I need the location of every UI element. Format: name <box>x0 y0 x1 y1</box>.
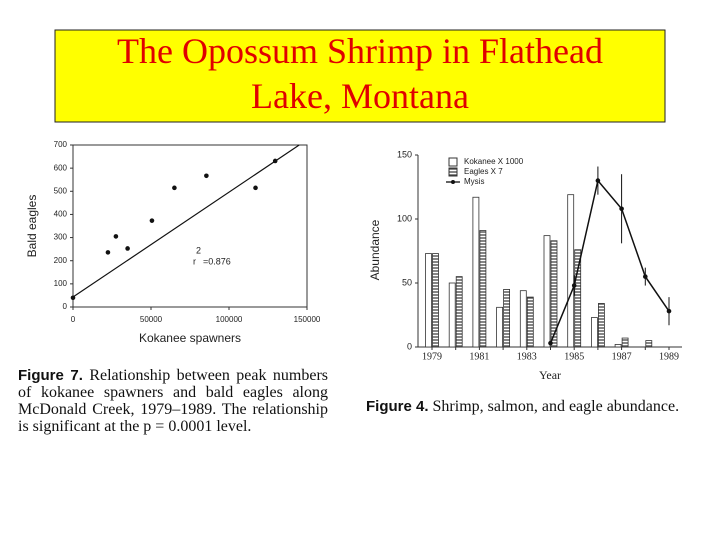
y-axis-title: Bald eagles <box>25 195 39 258</box>
y-tick-label: 100 <box>54 279 68 288</box>
y-axis-title: Abundance <box>368 219 382 280</box>
bar <box>543 235 551 348</box>
caption-label: Figure 7. <box>18 367 83 384</box>
annotation: =0.876 <box>203 256 231 266</box>
bar <box>425 253 432 348</box>
point <box>149 218 155 223</box>
bar <box>550 240 558 348</box>
trend-line <box>72 144 300 298</box>
caption: Figure 4. Shrimp, salmon, and eagle abun… <box>366 398 696 415</box>
x-tick-label: 1985 <box>564 351 584 362</box>
bar <box>503 288 511 348</box>
point <box>643 274 648 279</box>
x-tick-label: 1987 <box>612 351 632 362</box>
point <box>272 158 278 164</box>
y-tick-label: 50 <box>402 277 412 287</box>
x-tick-label: 100000 <box>216 315 243 324</box>
y-tick-label: 0 <box>407 341 412 351</box>
bar <box>645 340 653 348</box>
y-tick-label: 100 <box>397 213 412 223</box>
bar <box>472 196 480 348</box>
bar <box>598 303 605 348</box>
legend-label: Kokanee X 1000 <box>464 157 524 166</box>
x-tick-label: 150000 <box>294 315 321 324</box>
point <box>70 295 76 301</box>
title-box <box>54 29 666 123</box>
point <box>113 234 119 239</box>
bar <box>574 249 582 348</box>
y-tick-label: 0 <box>63 302 68 311</box>
y-tick-label: 200 <box>54 256 68 265</box>
bar <box>479 230 487 348</box>
y-tick-label: 700 <box>54 140 68 149</box>
y-tick-label: 500 <box>54 186 68 195</box>
bar <box>496 306 504 348</box>
point <box>619 206 624 212</box>
caption: Figure 7. Relationship between peak numb… <box>18 367 328 435</box>
plot-frame <box>72 144 308 308</box>
bar <box>614 344 622 348</box>
point <box>548 340 553 346</box>
annotation: 2 <box>196 245 201 255</box>
legend-label: Eagles X 7 <box>464 167 503 176</box>
point <box>125 246 130 251</box>
bar <box>567 194 575 348</box>
bar <box>448 282 456 348</box>
line <box>549 178 670 344</box>
point <box>253 185 258 191</box>
point <box>571 283 577 288</box>
legend-label: Mysis <box>464 177 484 186</box>
point <box>595 178 601 183</box>
x-axis-title: Kokanee spawners <box>139 331 241 345</box>
caption-text: Shrimp, salmon, and eagle abundance. <box>432 398 680 415</box>
x-tick-label: 0 <box>71 315 76 324</box>
y-tick-label: 600 <box>54 163 68 172</box>
annotation: r <box>193 256 196 266</box>
y-tick-label: 400 <box>54 210 68 219</box>
legend-swatch <box>448 167 458 177</box>
bar <box>432 253 439 348</box>
y-tick-label: 300 <box>54 233 68 242</box>
x-tick-label: 1979 <box>422 351 442 362</box>
point <box>105 250 111 255</box>
bar <box>591 317 598 348</box>
point <box>204 173 209 179</box>
bar <box>621 337 629 348</box>
bar <box>519 290 527 348</box>
x-tick-label: 1983 <box>517 351 537 362</box>
point <box>172 185 177 191</box>
caption-text: Relationship between peak numbers of kok… <box>18 367 329 435</box>
slide-title: The Opossum Shrimp in Flathead Lake, Mont… <box>117 31 603 116</box>
caption-label: Figure 4. <box>366 398 429 415</box>
legend-swatch <box>451 180 455 184</box>
x-tick-label: 50000 <box>140 315 163 324</box>
bar <box>455 276 463 348</box>
legend-swatch <box>448 157 458 167</box>
x-tick-label: 1981 <box>469 351 489 362</box>
point <box>666 308 672 314</box>
bar <box>526 296 534 348</box>
y-tick-label: 150 <box>397 149 412 159</box>
x-tick-label: 1989 <box>659 351 679 362</box>
x-axis-title: Year <box>539 368 561 382</box>
